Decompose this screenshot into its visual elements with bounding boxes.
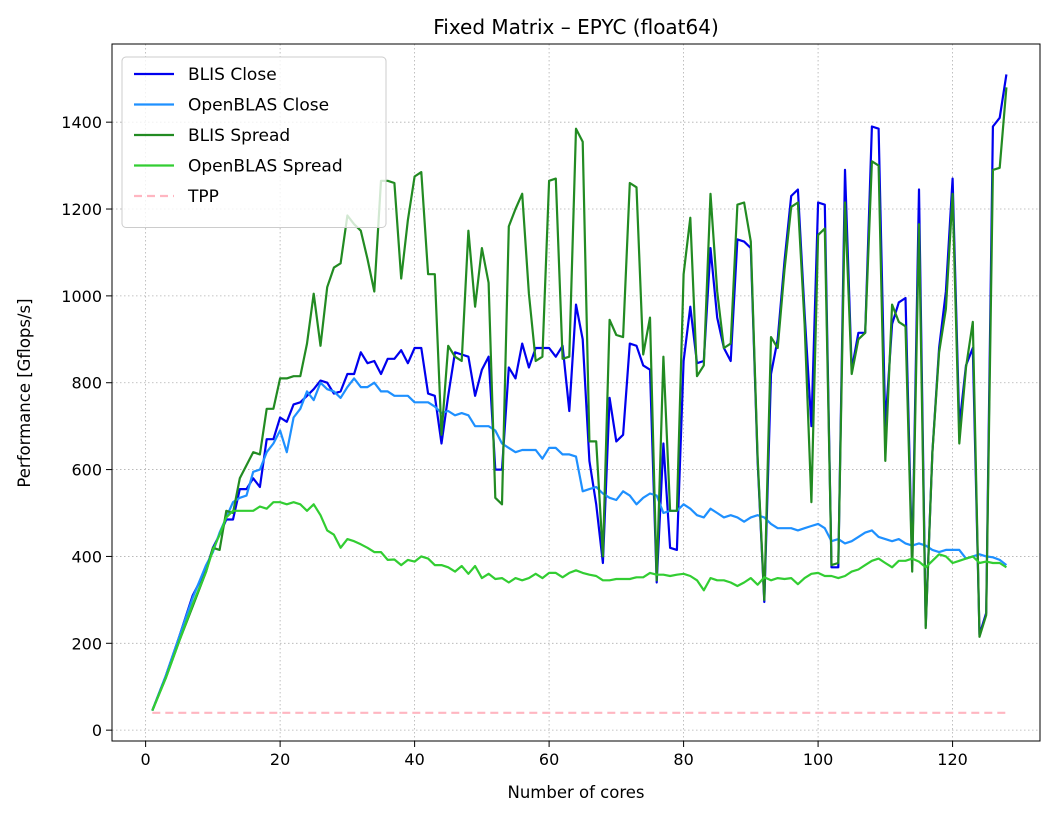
y-tick-label: 400 <box>71 547 102 566</box>
x-tick-label: 20 <box>270 750 290 769</box>
plot-frame <box>111 43 1041 742</box>
x-tick-label: 0 <box>141 750 151 769</box>
y-axis-label: Performance [Gflops/s] <box>15 298 34 487</box>
y-tick-label: 1000 <box>61 287 102 306</box>
legend-box <box>121 56 387 228</box>
legend-label: BLIS Close <box>188 65 277 85</box>
series-line-blis-spread <box>151 87 1008 712</box>
series-line-openblas-spread <box>151 501 1007 712</box>
legend-label: OpenBLAS Close <box>188 96 329 116</box>
legend-label: OpenBLAS Spread <box>188 157 343 177</box>
chart-title: Fixed Matrix – EPYC (float64) <box>433 15 719 39</box>
x-axis-label: Number of cores <box>507 783 644 802</box>
x-tick-label: 80 <box>673 750 693 769</box>
legend-label: TPP <box>187 187 219 207</box>
y-tick-label: 600 <box>71 461 102 480</box>
y-tick-label: 0 <box>92 721 102 740</box>
x-tick-label: 60 <box>539 750 559 769</box>
y-tick-label: 200 <box>71 634 102 653</box>
legend: BLIS Close OpenBLAS Close BLIS Spread OpenB… <box>121 56 387 228</box>
series-lines <box>151 74 1008 714</box>
x-tick-label: 120 <box>937 750 968 769</box>
series-line-openblas-close <box>151 377 1008 711</box>
x-tick-label: 100 <box>803 750 834 769</box>
y-tick-label: 800 <box>71 374 102 393</box>
x-tick-label: 40 <box>404 750 424 769</box>
y-tick-label: 1200 <box>61 200 102 219</box>
legend-label: BLIS Spread <box>188 126 290 146</box>
y-tick-label: 1400 <box>61 113 102 132</box>
